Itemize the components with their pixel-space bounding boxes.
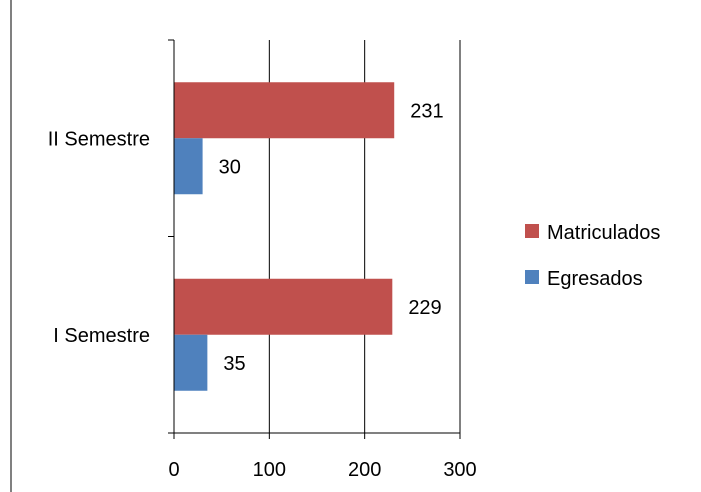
legend-label-egresados: Egresados — [547, 268, 643, 290]
bar-egresados-1 — [174, 138, 203, 195]
data-label-egresados-0: 35 — [223, 353, 245, 375]
legend-label-matriculados: Matriculados — [547, 222, 660, 244]
data-label-matriculados-0: 229 — [408, 297, 441, 319]
category-label-1: II Semestre — [48, 128, 150, 150]
data-label-egresados-1: 30 — [219, 156, 241, 178]
x-tick-label-0: 0 — [168, 459, 179, 481]
bar-egresados-0 — [174, 334, 208, 391]
axes — [168, 39, 461, 439]
legend-swatch-matriculados — [525, 224, 539, 238]
labels: 229 35 I Semestre 231 30 II Semestre 0 100 200 30… — [48, 100, 477, 481]
legend-swatch-egresados — [525, 270, 539, 284]
data-label-matriculados-1: 231 — [410, 100, 443, 122]
x-tick-label-300: 300 — [443, 459, 476, 481]
legend: Matriculados Egresados — [525, 222, 660, 290]
bar-matriculados-0 — [174, 278, 393, 335]
bar-matriculados-1 — [174, 82, 395, 139]
bars — [174, 82, 395, 391]
x-tick-label-100: 100 — [253, 459, 286, 481]
category-label-0: I Semestre — [53, 325, 150, 347]
x-tick-label-200: 200 — [348, 459, 381, 481]
